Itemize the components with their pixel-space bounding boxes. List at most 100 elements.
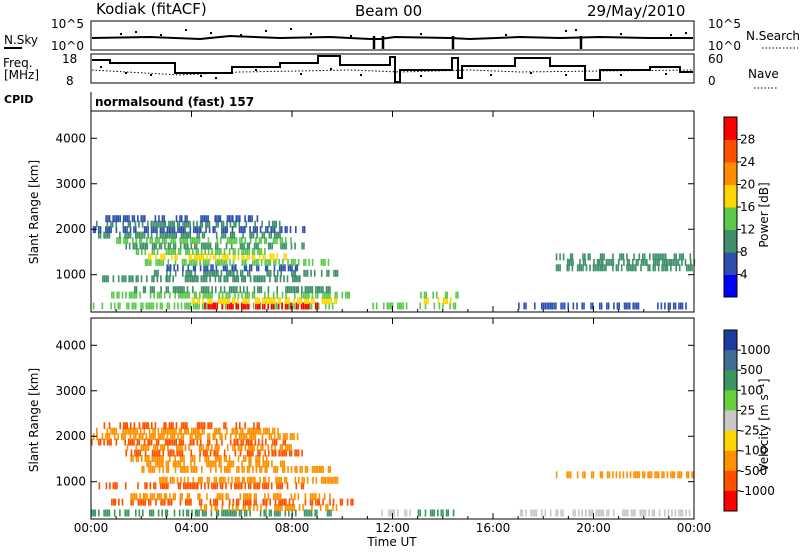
power-cell: [668, 258, 671, 266]
power-cell: [345, 291, 347, 299]
power-cell: [232, 275, 234, 283]
velocity-cell: [168, 438, 170, 446]
velocity-cell: [519, 509, 522, 517]
velocity-cell: [263, 427, 265, 435]
power-cell: [237, 297, 239, 305]
velocity-cell: [200, 422, 202, 430]
power-cell: [170, 226, 172, 234]
power-cell: [185, 242, 187, 250]
velocity-cell: [235, 433, 237, 441]
velocity-cell: [220, 460, 222, 468]
velocity-cell: [246, 449, 249, 457]
power-cell: [155, 258, 157, 266]
velocity-cell: [274, 465, 277, 473]
velocity-cell: [307, 509, 309, 517]
power-cell: [555, 264, 558, 272]
power-cell: [249, 264, 251, 272]
velocity-cell: [190, 482, 192, 490]
power-cell: [103, 231, 105, 239]
power-colorbar-tick-label: 20: [740, 178, 755, 192]
velocity-cell: [237, 482, 240, 490]
power-cell: [295, 302, 298, 310]
power-cell: [269, 242, 272, 250]
velocity-cell: [181, 493, 183, 501]
velocity-cell: [141, 455, 143, 462]
power-cell: [124, 231, 126, 239]
power-cell: [105, 231, 107, 239]
power-cell: [190, 253, 192, 261]
power-cell: [275, 302, 278, 310]
power-cell: [295, 226, 297, 234]
power-cell: [262, 302, 264, 310]
power-cell: [279, 231, 281, 239]
power-cell: [126, 226, 128, 234]
power-cell: [102, 275, 104, 283]
power-cell: [265, 237, 268, 245]
velocity-cell: [253, 444, 255, 452]
velocity-cell: [153, 482, 155, 490]
power-cell: [232, 286, 235, 294]
velocity-cell: [135, 493, 138, 501]
velocity-cell: [330, 509, 332, 517]
power-cell: [241, 242, 244, 250]
power-cell: [230, 242, 233, 250]
power-cell: [236, 286, 238, 294]
velocity-cell: [393, 509, 396, 517]
power-cell: [223, 275, 225, 283]
velocity-cell: [195, 465, 198, 473]
power-cell: [271, 220, 274, 228]
power-cell: [322, 258, 324, 266]
power-cell: [251, 248, 254, 255]
power-cell: [245, 220, 248, 228]
time-tick-label: 16:00: [476, 521, 511, 535]
velocity-cell: [149, 460, 152, 468]
velocity-cell: [201, 476, 203, 484]
power-cell: [654, 258, 657, 266]
power-cell: [193, 302, 195, 310]
power-cell: [566, 258, 569, 266]
power-cell: [187, 264, 190, 272]
power-cell: [679, 302, 682, 310]
velocity-cell: [115, 438, 118, 446]
power-cell: [218, 275, 220, 283]
power-cell: [635, 258, 638, 266]
power-cell: [155, 253, 157, 261]
power-cell: [678, 264, 681, 272]
velocity-cell: [232, 444, 234, 452]
velocity-cell: [294, 465, 296, 473]
power-cell: [279, 237, 282, 245]
velocity-cell: [180, 433, 183, 441]
power-cell: [247, 215, 250, 223]
power-cell: [593, 258, 595, 266]
velocity-cell: [214, 504, 216, 512]
station-title: Kodiak (fitACF): [96, 0, 207, 18]
power-cell: [260, 275, 262, 283]
power-cell: [207, 302, 210, 310]
power-cell: [223, 248, 226, 255]
frequency-panel: Freq. [MHz] 18 8 60 0 Nave: [3, 52, 779, 89]
velocity-cell: [279, 493, 282, 501]
power-cell: [117, 302, 119, 310]
velocity-cell: [172, 449, 175, 457]
velocity-cell: [198, 427, 200, 435]
power-cell: [276, 291, 278, 299]
power-cell: [272, 253, 275, 261]
velocity-cell: [327, 476, 330, 484]
velocity-cell: [177, 433, 179, 441]
power-cell: [235, 237, 238, 245]
power-cell: [163, 253, 166, 261]
velocity-cell: [638, 471, 641, 479]
velocity-cell: [169, 476, 172, 484]
velocity-cell: [667, 509, 670, 517]
velocity-cell: [623, 509, 626, 517]
power-cell: [637, 302, 640, 310]
velocity-cell: [274, 444, 276, 452]
velocity-cell: [249, 509, 251, 517]
power-cell: [150, 226, 153, 234]
velocity-cell: [172, 493, 175, 501]
velocity-cell: [225, 482, 227, 490]
velocity-cell: [156, 455, 159, 462]
velocity-cell: [329, 493, 331, 501]
power-cell: [649, 253, 651, 261]
velocity-cell: [209, 449, 212, 457]
